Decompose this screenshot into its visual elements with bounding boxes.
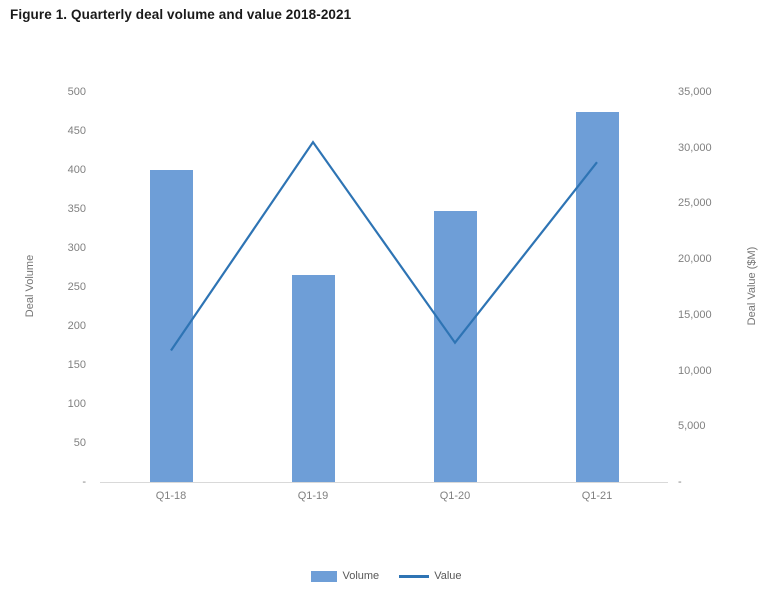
volume-bar-q1-21 bbox=[575, 111, 619, 482]
y-axis-left-tick: 300 bbox=[67, 242, 86, 254]
right-axis-title: Deal Value ($M) bbox=[746, 246, 758, 326]
volume-bar-q1-19 bbox=[291, 275, 335, 482]
value-line bbox=[170, 140, 598, 352]
y-axis-right-tick: 25,000 bbox=[678, 197, 712, 210]
left-axis-title: Deal Volume bbox=[24, 254, 36, 318]
y-axis-left-tick: 350 bbox=[67, 203, 86, 215]
y-axis-left-tick: 450 bbox=[67, 125, 86, 137]
x-axis-label-q1-18: Q1-18 bbox=[155, 490, 187, 502]
figure-title: Figure 1. Quarterly deal volume and valu… bbox=[10, 7, 352, 22]
y-axis-right-tick: 15,000 bbox=[678, 308, 712, 321]
y-axis-right-tick: 10,000 bbox=[678, 364, 712, 377]
legend-label-value: Value bbox=[434, 570, 462, 582]
y-axis-right-tick: 30,000 bbox=[678, 141, 712, 154]
volume-bar-q1-18 bbox=[149, 170, 193, 482]
y-axis-left-tick: 150 bbox=[67, 359, 86, 371]
y-axis-right-tick: 20,000 bbox=[678, 253, 712, 266]
y-axis-left-tick: 500 bbox=[67, 86, 86, 98]
volume-swatch-icon bbox=[311, 570, 338, 582]
y-axis-left-tick: - bbox=[82, 476, 86, 488]
legend-item-volume: Volume bbox=[311, 570, 379, 582]
value-line-swatch-icon bbox=[399, 574, 430, 578]
y-axis-left-tick: 50 bbox=[73, 437, 86, 449]
legend-label-volume: Volume bbox=[342, 570, 380, 582]
x-axis-label-q1-20: Q1-20 bbox=[439, 490, 471, 502]
y-axis-right-tick: 35,000 bbox=[678, 86, 712, 98]
x-axis-label-q1-19: Q1-19 bbox=[297, 490, 329, 502]
legend-item-value: Value bbox=[399, 570, 462, 582]
y-axis-left-tick: 250 bbox=[67, 281, 86, 293]
y-axis-right-tick: 5,000 bbox=[678, 420, 706, 433]
legend: Volume Value bbox=[0, 570, 773, 582]
x-axis-line bbox=[100, 482, 668, 483]
y-axis-right-tick: - bbox=[678, 476, 682, 488]
volume-bar-q1-20 bbox=[433, 211, 477, 482]
y-axis-left-tick: 100 bbox=[67, 398, 86, 410]
x-axis-label-q1-21: Q1-21 bbox=[581, 490, 613, 502]
y-axis-left-tick: 200 bbox=[67, 320, 86, 332]
y-axis-left-tick: 400 bbox=[67, 164, 86, 176]
